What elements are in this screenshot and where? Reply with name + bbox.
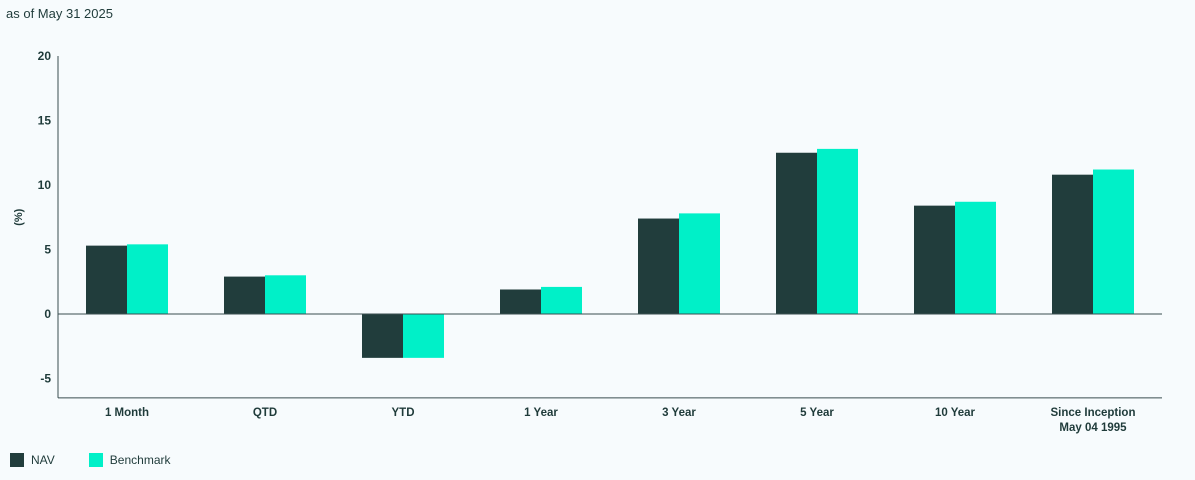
bar-nav: [914, 205, 955, 314]
bar-nav: [362, 314, 403, 358]
bar-benchmark: [127, 244, 168, 314]
bar-benchmark: [541, 286, 582, 314]
x-tick-label: QTD: [253, 407, 277, 419]
y-tick-label: 10: [38, 178, 52, 192]
legend: NAV Benchmark: [10, 453, 205, 467]
chart-subtitle: as of May 31 2025: [6, 6, 113, 21]
x-tick-label: 10 Year: [935, 407, 976, 419]
bar-nav: [1052, 174, 1093, 314]
x-tick-label: 3 Year: [662, 407, 696, 419]
bar-nav: [224, 276, 265, 314]
bar-benchmark: [955, 201, 996, 314]
bar-benchmark: [1093, 169, 1134, 314]
y-tick-label: -5: [40, 372, 51, 386]
x-tick-label: YTD: [392, 407, 415, 419]
returns-bar-chart: 20 15 10 5 0 -5 (%) 1 Month QTD YTD 1 Year 3 Year 5 …: [13, 49, 1162, 434]
bar-benchmark: [265, 275, 306, 314]
bar-nav: [86, 245, 127, 314]
legend-label-benchmark: Benchmark: [109, 453, 171, 467]
bar-benchmark: [403, 314, 444, 358]
bar-benchmark: [679, 213, 720, 314]
x-tick-label: Since Inception May 04 1995: [1051, 407, 1136, 434]
legend-label-nav: NAV: [31, 453, 55, 467]
legend-swatch-benchmark: [88, 453, 103, 467]
y-tick-label: 15: [38, 114, 52, 128]
y-axis-label: (%): [13, 208, 25, 225]
bar-nav: [638, 218, 679, 314]
legend-item-nav[interactable]: NAV: [10, 453, 55, 467]
x-tick-label: 1 Year: [524, 407, 558, 419]
y-tick-label: 20: [38, 49, 52, 63]
bar-benchmark: [817, 148, 858, 314]
x-tick-label: 5 Year: [800, 407, 834, 419]
bar-nav: [500, 289, 541, 314]
y-tick-label: 5: [44, 243, 51, 257]
bar-nav: [776, 152, 817, 314]
x-tick-label: 1 Month: [105, 407, 149, 419]
y-tick-label: 0: [44, 307, 51, 321]
legend-swatch-nav: [10, 453, 24, 467]
legend-item-benchmark[interactable]: Benchmark: [88, 453, 171, 467]
